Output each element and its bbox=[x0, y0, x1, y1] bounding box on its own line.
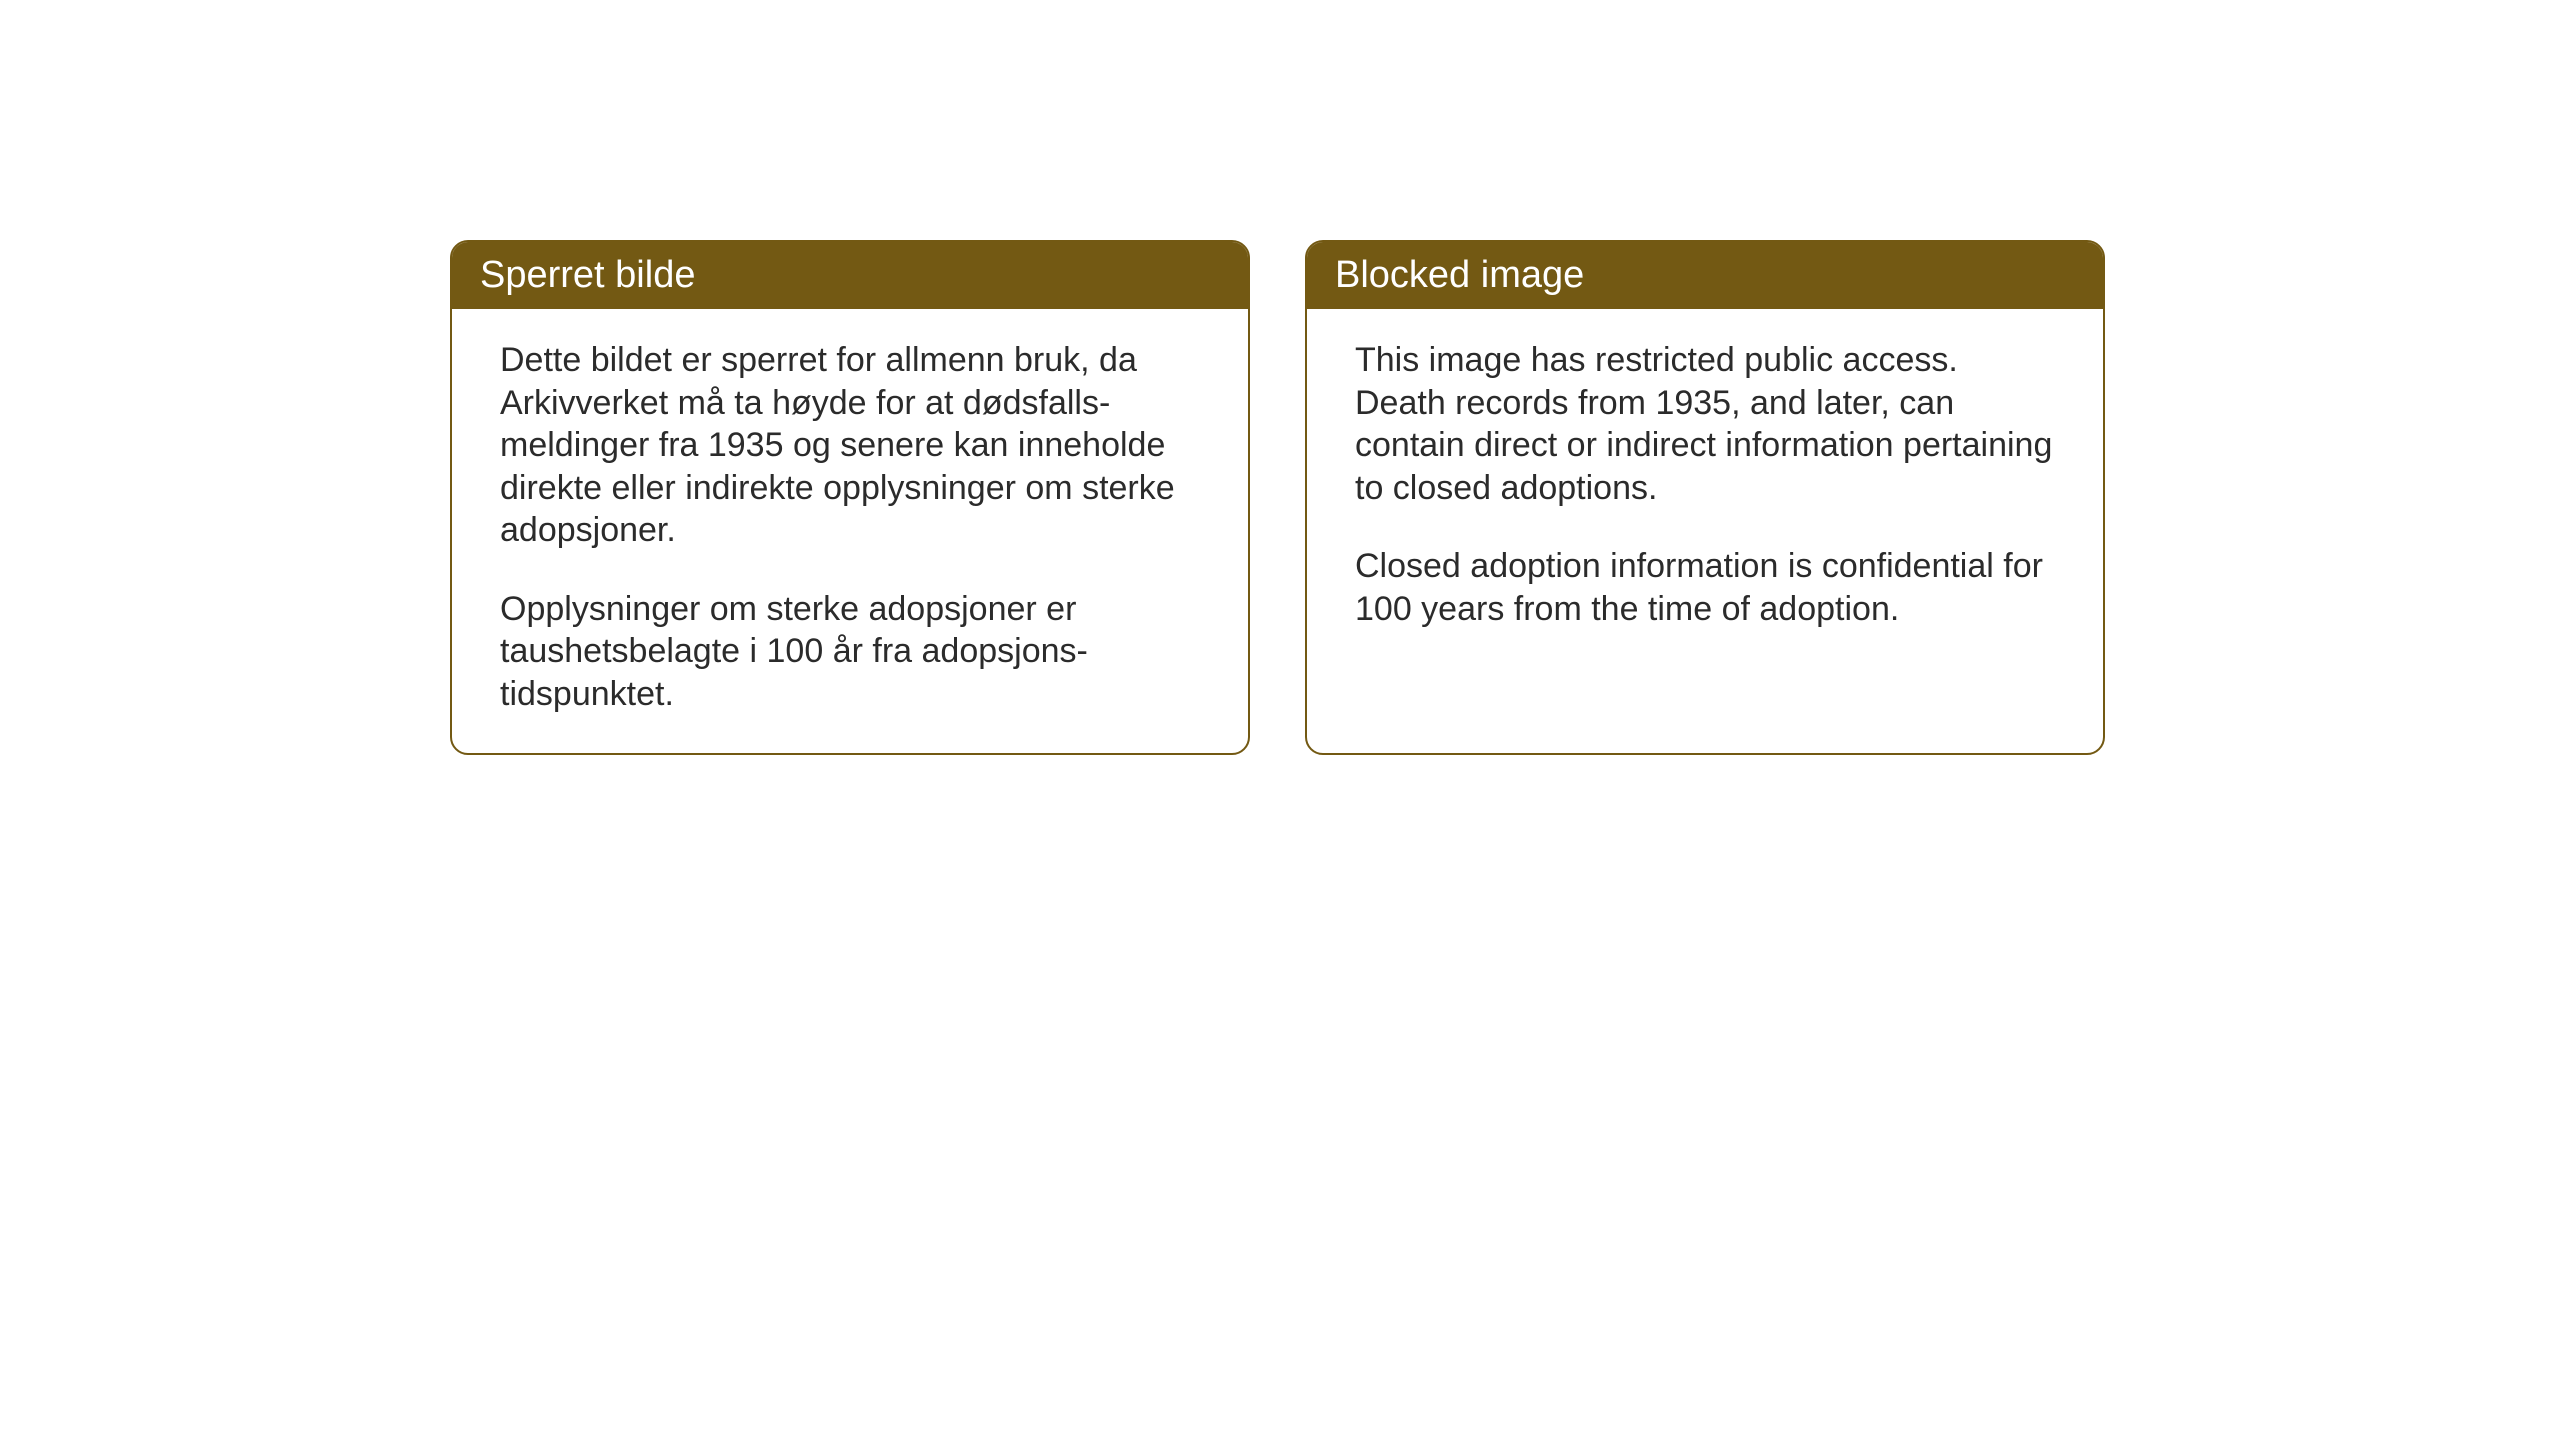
notice-panel-english: Blocked image This image has restricted … bbox=[1305, 240, 2105, 755]
panel-body-english: This image has restricted public access.… bbox=[1307, 309, 2103, 668]
panel-body-norwegian: Dette bildet er sperret for allmenn bruk… bbox=[452, 309, 1248, 753]
notice-panel-norwegian: Sperret bilde Dette bildet er sperret fo… bbox=[450, 240, 1250, 755]
panel-paragraph: This image has restricted public access.… bbox=[1355, 339, 2055, 509]
panel-paragraph: Opplysninger om sterke adopsjoner er tau… bbox=[500, 588, 1200, 716]
panel-title-english: Blocked image bbox=[1307, 242, 2103, 309]
panel-paragraph: Closed adoption information is confident… bbox=[1355, 545, 2055, 630]
notice-panels-container: Sperret bilde Dette bildet er sperret fo… bbox=[450, 240, 2560, 755]
panel-title-norwegian: Sperret bilde bbox=[452, 242, 1248, 309]
panel-paragraph: Dette bildet er sperret for allmenn bruk… bbox=[500, 339, 1200, 552]
